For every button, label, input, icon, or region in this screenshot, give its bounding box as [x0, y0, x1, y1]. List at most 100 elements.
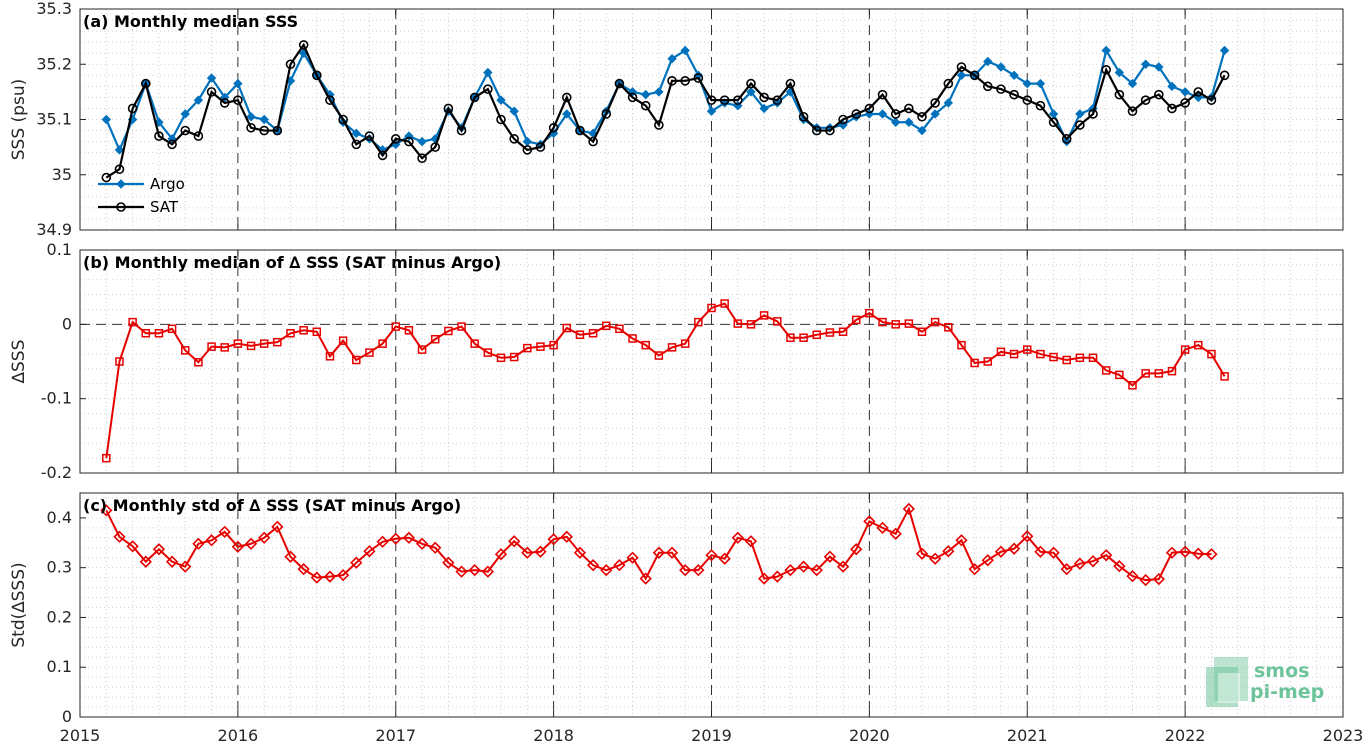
series-delta-point-81: [1165, 546, 1179, 559]
series-delta-point-24: [415, 537, 429, 550]
series-sat-point-81: [1167, 103, 1177, 114]
series-argo-point-24: [417, 136, 427, 147]
series-delta: [100, 502, 1218, 587]
series-delta-point-18: [338, 336, 348, 345]
series-delta-point-78: [1126, 569, 1139, 583]
series-argo-point-78: [1127, 78, 1138, 89]
series-delta-point-38: [602, 321, 611, 331]
series-delta-point-71: [1036, 349, 1045, 359]
series-sat-point-70: [1022, 95, 1033, 105]
series-sat-point-41: [640, 100, 651, 111]
series-argo-point-76: [1101, 45, 1111, 56]
series-sat: [101, 40, 1230, 183]
y-axis-label: SSS (psu): [9, 79, 29, 160]
series-argo-point-81: [1167, 81, 1177, 92]
series-sat-point-61: [904, 103, 914, 114]
series-delta-point-80: [1152, 572, 1165, 586]
series-delta-point-61: [902, 502, 915, 516]
y-axis: 0 0.1 0.2 0.3 0.4: [47, 493, 1344, 726]
series-argo-point-80: [1154, 62, 1164, 72]
series-delta-point-63: [930, 317, 940, 327]
series-sat-point-49: [746, 78, 756, 89]
series-sat-point-39: [614, 78, 625, 89]
panel-c-std-delta-sss: 0 0.1 0.2 0.3 0.4 Std(∆SSS) (c) Monthly std of…: [9, 492, 1344, 726]
series-delta-point-32: [521, 546, 534, 559]
legend-sat-point-legend: [116, 202, 126, 212]
series-delta-point-47: [718, 552, 731, 565]
series-sat-point-19: [351, 139, 362, 150]
series-delta-point-82: [1178, 545, 1192, 558]
series-delta-point-1: [113, 530, 126, 543]
series-sat-point-79: [1140, 95, 1151, 105]
series-delta-point-54: [812, 330, 821, 339]
grid-lines: [80, 250, 1343, 473]
series-delta-point-7: [192, 537, 205, 550]
series-delta-point-65: [955, 534, 968, 547]
series-delta-point-47: [720, 299, 729, 308]
series-sat-point-62: [917, 111, 927, 122]
series-delta-point-2: [128, 317, 137, 327]
panel-a-sss: 34.9 35 35.1 35.2 35.3 SSS (psu) (a) Monthly m…: [9, 0, 1344, 239]
series-delta-point-49: [744, 535, 758, 548]
panel-title: (c) Monthly std of ∆ SSS (SAT minus Argo…: [83, 496, 461, 515]
series-argo-point-6: [180, 109, 190, 119]
series-delta-point-82: [1180, 345, 1190, 354]
series-delta-point-60: [891, 320, 900, 329]
series-sat-point-82: [1180, 98, 1190, 108]
series-delta-point-48: [733, 319, 743, 328]
series-sat-point-68: [996, 84, 1006, 94]
series-sat-point-0: [101, 172, 112, 183]
series-delta-point-30: [496, 353, 506, 363]
series-delta-point-56: [838, 327, 848, 337]
series-delta-point-76: [1100, 549, 1113, 562]
series-delta-point-84: [1205, 548, 1218, 561]
series-delta-point-57: [850, 543, 863, 556]
series-sat-point-42: [654, 120, 664, 130]
y-axis-label: Std(∆SSS): [9, 562, 29, 647]
legend-label-argo: Argo: [150, 175, 185, 193]
series-sat-point-53: [798, 111, 809, 122]
series-delta-point-0: [100, 504, 113, 517]
series-delta-point-44: [680, 339, 690, 348]
series-delta-point-78: [1128, 381, 1137, 390]
series-delta-point-28: [470, 339, 479, 348]
series-sat-point-30: [496, 114, 506, 125]
series-sat-point-26: [443, 103, 454, 114]
series-sat-point-33: [535, 142, 546, 152]
smos-pi-mep-watermark: smos pi-mep: [1206, 657, 1324, 707]
series-delta-point-43: [667, 343, 677, 352]
series-sat-point-85: [1219, 70, 1230, 81]
series-delta-point-69: [1009, 349, 1019, 359]
series-delta-point-74: [1073, 557, 1087, 570]
series-sat-point-8: [206, 87, 217, 97]
x-axis-year-labels: 2015 2016 2017 2018 2019 2020 2021 2022 2023: [60, 726, 1364, 745]
series-argo-point-31: [509, 106, 519, 116]
series-delta-point-23: [402, 531, 416, 544]
series-delta-point-11: [246, 341, 256, 351]
series-sat-point-22: [390, 134, 401, 144]
series-sat-point-76: [1101, 64, 1111, 75]
series-sat-point-36: [575, 125, 585, 136]
series-sat-point-44: [680, 76, 690, 86]
x-tick-label-2015: 2015: [60, 726, 101, 745]
series-delta-point-2: [126, 540, 139, 553]
series-sat-point-34: [548, 122, 559, 133]
series-delta-point-23: [404, 326, 414, 335]
series-sat-point-28: [469, 92, 480, 103]
series-delta-point-1: [115, 357, 124, 366]
series-delta-point-80: [1154, 369, 1164, 378]
series-sat-point-31: [509, 134, 519, 144]
series-sat-point-1: [114, 164, 125, 175]
series-argo-point-77: [1114, 67, 1125, 78]
series-delta-point-45: [694, 317, 703, 327]
series-delta-point-68: [994, 545, 1008, 558]
series-delta-point-9: [220, 343, 229, 352]
series-sat-point-38: [601, 109, 612, 119]
series-delta-point-62: [917, 327, 927, 337]
series-delta-point-22: [389, 532, 402, 545]
series-delta-point-51: [773, 317, 782, 326]
panel-b-delta-sss: -0.2 -0.1 0 0.1 ∆SSS (b) Monthly median of ∆ …: [9, 240, 1344, 482]
series-sat-point-71: [1035, 100, 1046, 111]
series-argo-point-44: [680, 45, 690, 56]
y-tick-label: 35.1: [36, 110, 72, 129]
